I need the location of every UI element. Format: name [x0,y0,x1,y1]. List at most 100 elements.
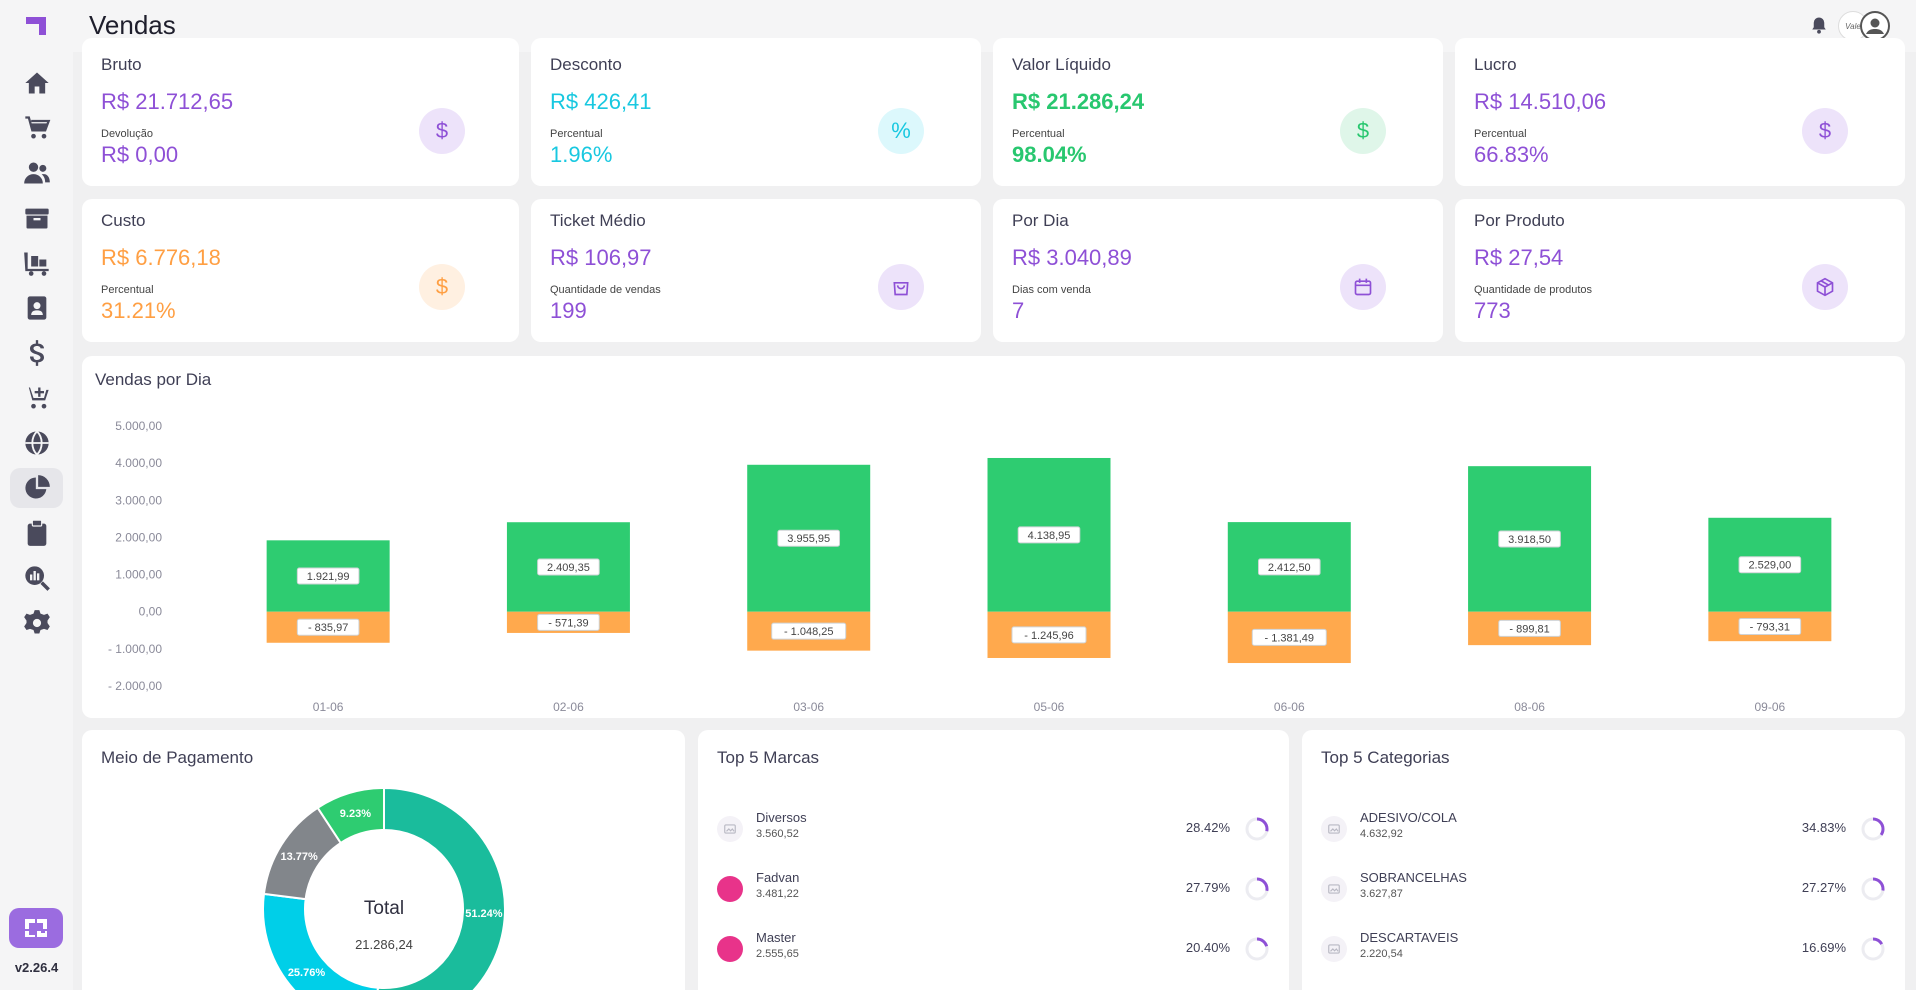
kpi-sub-label: Percentual [1474,128,1527,140]
nav-analysis[interactable] [10,558,63,598]
list-item[interactable]: ADESIVO/COLA 4.632,92 34.83% [1321,810,1886,850]
card-top-marcas: Top 5 Marcas Diversos 3.560,52 28.42% Fadv… [698,730,1289,990]
kpi-sub-label: Percentual [1012,128,1065,140]
list-thumb [1321,936,1347,962]
nav-stock[interactable] [10,243,63,283]
data-label: 2.409,35 [547,562,590,574]
dollar-icon: $ [1802,108,1848,154]
kpi-sub-value: 98.04% [1012,142,1087,167]
image-placeholder-icon [1328,884,1340,894]
user-icon [1866,18,1884,34]
kpi-sub-value: 773 [1474,298,1511,323]
list-item-amount: 2.220,54 [1360,948,1403,960]
kpi-sub-label: Quantidade de vendas [550,284,661,296]
progress-ring [1245,817,1269,841]
nav-contacts[interactable] [10,288,63,328]
nav-tasks[interactable] [10,513,63,553]
dollar-icon [29,340,44,366]
data-label: 3.955,95 [787,533,830,545]
nav-products[interactable] [10,198,63,238]
list-item[interactable]: Diversos 3.560,52 28.42% [717,810,1270,850]
package-icon [1802,264,1848,310]
list-item-name: ADESIVO/COLA [1360,810,1457,825]
list-item-amount: 2.555,65 [756,948,799,960]
list-item[interactable]: Master 2.555,65 20.40% [717,930,1270,970]
progress-ring [1245,937,1269,961]
kpi-sub-label: Percentual [101,284,154,296]
list-item[interactable]: Fadvan 3.481,22 27.79% [717,870,1270,910]
data-label: 2.412,50 [1268,562,1311,574]
dollar-icon: $ [419,264,465,310]
kpi-title: Lucro [1474,55,1517,74]
x-tick-label: 03-06 [793,700,824,714]
list-item-name: SOBRANCELHAS [1360,870,1467,885]
list-item-percent: 27.27% [1801,880,1846,895]
panel-title: Top 5 Marcas [717,748,820,767]
data-label-box [1257,558,1321,576]
data-label: - 1.381,49 [1265,632,1315,644]
bell-icon[interactable] [1810,16,1828,34]
gear-icon [23,610,50,634]
nav-online[interactable] [10,423,63,463]
data-label-box [296,618,360,636]
dollar-icon: $ [419,108,465,154]
nav-settings[interactable] [10,603,63,643]
donut-center-value: 21.286,24 [355,937,413,952]
bar-chart: 5.000,00 4.000,00 3.000,00 2.000,00 1.000,00… [108,419,1832,714]
cart-flatbed-icon [23,252,49,276]
donut-slice[interactable] [316,786,385,845]
data-label-box [1011,626,1087,644]
slice-label: 9.23% [340,808,371,820]
kpi-card-valor-liquido: Valor Líquido R$ 21.286,24 Percentual 98… [993,38,1443,186]
list-item-percent: 28.42% [1185,820,1230,835]
sidebar: v2.26.4 [0,0,73,990]
nav-home[interactable] [10,63,63,103]
card-top-categorias: Top 5 Categorias ADESIVO/COLA 4.632,92 34.… [1302,730,1905,990]
kpi-card-bruto: Bruto R$ 21.712,65 Devolução R$ 0,00 $ [82,38,519,186]
x-tick-label: 05-06 [1034,700,1065,714]
list-item[interactable]: DESCARTAVEIS 2.220,54 16.69% [1321,930,1886,970]
donut-slice[interactable] [375,786,506,990]
y-tick-label: 4.000,00 [115,456,162,470]
list-item-percent: 27.79% [1185,880,1230,895]
kpi-sub-label: Devolução [101,128,153,140]
x-tick-label: 01-06 [313,700,344,714]
panel-title: Top 5 Categorias [1321,748,1450,767]
list-item-amount: 3.627,87 [1360,888,1403,900]
x-tick-label: 06-06 [1274,700,1305,714]
globe-icon [24,430,49,456]
y-tick-label: - 1.000,00 [108,642,162,656]
data-label-box [1251,628,1327,646]
home-icon [24,72,49,94]
chart-title: Vendas por Dia [95,370,212,389]
slice-label: 13.77% [281,851,319,863]
users-icon [23,162,50,184]
user-avatar[interactable] [1860,11,1890,41]
app-logo[interactable] [24,14,48,38]
nav-users[interactable] [10,153,63,193]
kpi-value: R$ 6.776,18 [101,245,221,270]
kpi-value: R$ 21.286,24 [1012,89,1145,114]
cart-icon [24,116,50,139]
kpi-sub-value: 7 [1012,298,1025,323]
list-item-percent: 20.40% [1185,940,1230,955]
list-item-amount: 3.560,52 [756,828,799,840]
list-item[interactable]: SOBRANCELHAS 3.627,87 27.27% [1321,870,1886,910]
y-tick-label: 1.000,00 [115,568,162,582]
nav-vendas-cart[interactable] [10,108,63,148]
kpi-sub-value: 1.96% [550,142,613,167]
brand-button[interactable] [9,908,63,948]
nav-reports[interactable] [10,468,63,508]
nav-finance[interactable] [10,333,63,373]
kpi-title: Custo [101,211,146,230]
nav-new-sale[interactable] [10,378,63,418]
donut-center-label: Total [363,898,405,919]
data-label-box [1017,526,1081,544]
data-label-box [1738,617,1802,635]
image-placeholder-icon [1328,824,1340,834]
company-avatar-text: Vale [1845,21,1861,31]
dollar-icon: $ [1340,108,1386,154]
list-thumb [1321,876,1347,902]
progress-ring [1861,937,1885,961]
pie-chart-icon [24,475,50,499]
